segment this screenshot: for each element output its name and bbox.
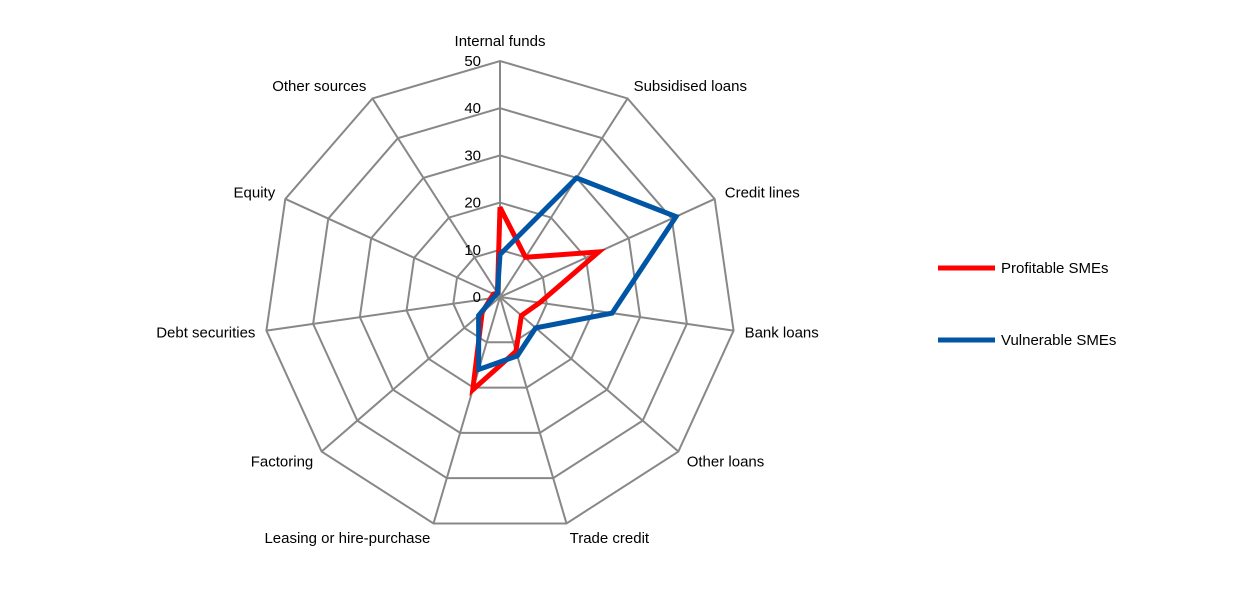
category-label: Factoring bbox=[251, 453, 314, 470]
tick-label: 10 bbox=[464, 242, 481, 259]
grid-ring bbox=[312, 107, 688, 480]
tick-label: 40 bbox=[464, 100, 481, 117]
axis-spoke bbox=[320, 296, 501, 453]
axis-spoke bbox=[266, 296, 501, 332]
category-label: Equity bbox=[234, 185, 276, 202]
category-label: Other loans bbox=[687, 453, 765, 470]
series-lines bbox=[469, 174, 680, 397]
grid-ring bbox=[452, 248, 548, 344]
axis-spoke bbox=[284, 198, 501, 298]
axis-spoke bbox=[499, 296, 680, 453]
legend-label: Vulnerable SMEs bbox=[1001, 332, 1116, 349]
tick-label: 20 bbox=[464, 195, 481, 212]
category-label: Subsidised loans bbox=[634, 78, 747, 95]
category-label: Leasing or hire-purchase bbox=[264, 530, 430, 547]
axis-spoke bbox=[499, 296, 568, 524]
tick-label: 50 bbox=[464, 53, 481, 70]
category-label: Other sources bbox=[272, 78, 366, 95]
tick-label: 0 bbox=[473, 289, 481, 306]
grid-ring bbox=[265, 59, 735, 525]
axis-spoke bbox=[432, 296, 501, 524]
category-label: Bank loans bbox=[745, 325, 819, 342]
grid-ring bbox=[358, 154, 642, 434]
category-labels: Internal funds Subsidised loans Credit lin… bbox=[156, 33, 819, 547]
category-label: Internal funds bbox=[455, 33, 546, 50]
axis-spoke bbox=[499, 97, 629, 298]
axis-spoke bbox=[371, 97, 501, 298]
series-line-vulnerable bbox=[476, 174, 680, 373]
tick-label: 30 bbox=[464, 147, 481, 164]
legend: Profitable SMEs Vulnerable SMEs bbox=[938, 260, 1116, 349]
radial-tick-labels: 0 10 20 30 40 50 bbox=[464, 53, 481, 306]
category-label: Credit lines bbox=[725, 185, 800, 202]
category-label: Debt securities bbox=[156, 325, 255, 342]
legend-label: Profitable SMEs bbox=[1001, 260, 1109, 277]
category-label: Trade credit bbox=[570, 530, 650, 547]
